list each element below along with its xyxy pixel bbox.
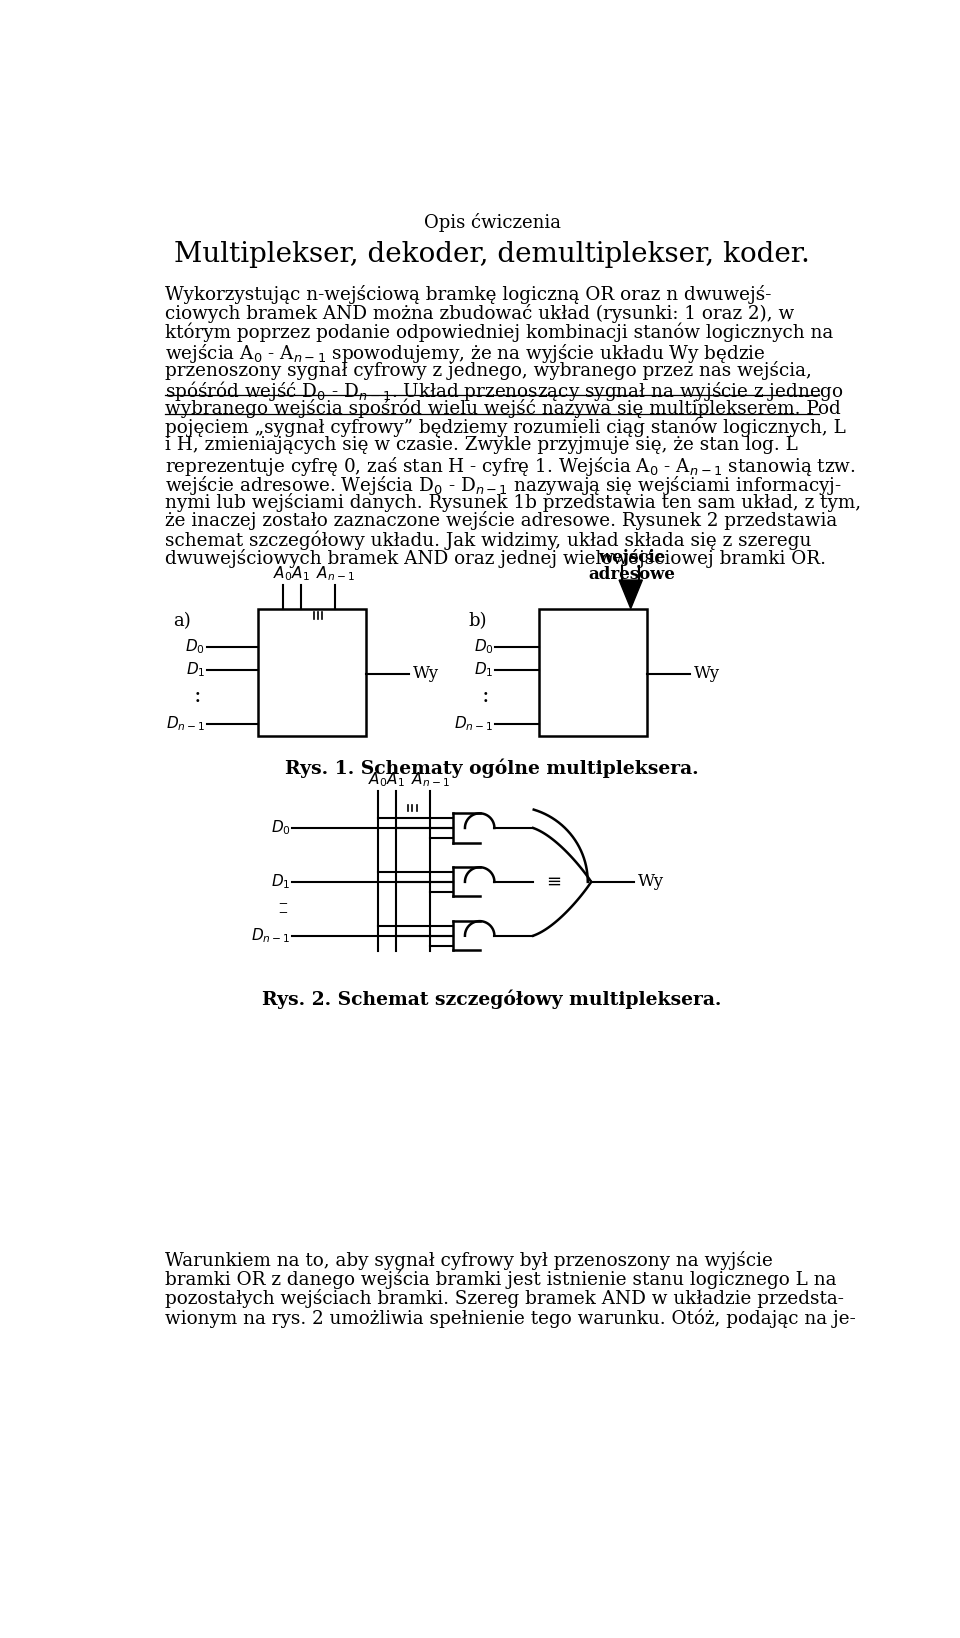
Text: ≡: ≡ [546, 873, 561, 891]
Text: $D_{n-1}$: $D_{n-1}$ [252, 927, 291, 945]
Text: a): a) [173, 613, 190, 631]
Text: $D_1$: $D_1$ [474, 660, 493, 680]
Text: $A_1$: $A_1$ [387, 771, 405, 790]
Text: wionym na rys. 2 umożliwia spełnienie tego warunku. Otóż, podając na je-: wionym na rys. 2 umożliwia spełnienie te… [165, 1309, 855, 1327]
Text: $D_0$: $D_0$ [473, 637, 493, 657]
Text: reprezentuje cyfrę 0, zaś stan H - cyfrę 1. Wejścia A$_0$ - A$_{n-1}$ stanowią t: reprezentuje cyfrę 0, zaś stan H - cyfrę… [165, 455, 855, 478]
Text: wejścia A$_0$ - A$_{n-1}$ spowodujemy, że na wyjście układu Wy będzie: wejścia A$_0$ - A$_{n-1}$ spowodujemy, ż… [165, 342, 766, 365]
Text: $D_0$: $D_0$ [271, 819, 291, 837]
Text: $A_{n-1}$: $A_{n-1}$ [316, 565, 355, 583]
Text: pozostałych wejściach bramki. Szereg bramek AND w układzie przedsta-: pozostałych wejściach bramki. Szereg bra… [165, 1289, 844, 1309]
Polygon shape [619, 580, 642, 608]
Text: Wykorzystując n-wejściową bramkę logiczną OR oraz n dwuwejś-: Wykorzystując n-wejściową bramkę logiczn… [165, 285, 771, 305]
Text: adresowe: adresowe [588, 567, 675, 583]
Text: –: – [278, 894, 287, 912]
Text: $D_0$: $D_0$ [185, 637, 205, 657]
Text: i H, zmieniających się w czasie. Zwykle przyjmuje się, że stan log. L: i H, zmieniających się w czasie. Zwykle … [165, 436, 798, 454]
Text: $D_{n-1}$: $D_{n-1}$ [166, 714, 205, 734]
Text: :: : [482, 685, 490, 706]
Text: że inaczej zostało zaznaczone wejście adresowe. Rysunek 2 przedstawia: że inaczej zostało zaznaczone wejście ad… [165, 511, 837, 531]
Text: Wy: Wy [693, 665, 720, 683]
Text: Rys. 2. Schemat szczegółowy multipleksera.: Rys. 2. Schemat szczegółowy multiplekser… [262, 989, 722, 1009]
Text: $A_0$: $A_0$ [273, 565, 293, 583]
Bar [258, 608, 367, 735]
Text: nymi lub wejściami danych. Rysunek 1b przedstawia ten sam układ, z tym,: nymi lub wejściami danych. Rysunek 1b pr… [165, 493, 861, 511]
Text: pojęciem „sygnał cyfrowy” będziemy rozumieli ciąg stanów logicznych, L: pojęciem „sygnał cyfrowy” będziemy rozum… [165, 418, 846, 437]
Text: Multiplekser, dekoder, demultiplekser, koder.: Multiplekser, dekoder, demultiplekser, k… [174, 241, 810, 269]
Text: :: : [194, 685, 202, 706]
Text: b): b) [468, 613, 488, 631]
Text: Opis ćwiczenia: Opis ćwiczenia [423, 213, 561, 233]
Text: ciowych bramek AND można zbudować układ (rysunki: 1 oraz 2), w: ciowych bramek AND można zbudować układ … [165, 305, 794, 323]
Text: –: – [278, 903, 287, 921]
Bar [539, 608, 647, 735]
Text: schemat szczegółowy układu. Jak widzimy, układ składa się z szeregu: schemat szczegółowy układu. Jak widzimy,… [165, 531, 811, 550]
Text: Wy: Wy [413, 665, 439, 683]
Text: $A_0$: $A_0$ [369, 771, 388, 790]
Text: Rys. 1. Schematy ogólne multipleksera.: Rys. 1. Schematy ogólne multipleksera. [285, 758, 699, 778]
Text: dwuwejściowych bramek AND oraz jednej wielowejściowej bramki OR.: dwuwejściowych bramek AND oraz jednej wi… [165, 549, 826, 568]
Text: $A_1$: $A_1$ [291, 565, 310, 583]
Text: Warunkiem na to, aby sygnał cyfrowy był przenoszony na wyjście: Warunkiem na to, aby sygnał cyfrowy był … [165, 1251, 773, 1271]
Text: którym poprzez podanie odpowiedniej kombinacji stanów logicznych na: którym poprzez podanie odpowiedniej komb… [165, 323, 833, 342]
Text: wejście adresowe. Wejścia D$_0$ - D$_{n-1}$ nazywają się wejściami informacyj-: wejście adresowe. Wejścia D$_0$ - D$_{n-… [165, 473, 842, 496]
Text: Wy: Wy [637, 873, 663, 891]
Text: spóśród wejść D$_0$ - D$_{n-1}$. Układ przenoszący sygnał na wyjście z jednego: spóśród wejść D$_0$ - D$_{n-1}$. Układ p… [165, 380, 844, 403]
Text: przenoszony sygnał cyfrowy z jednego, wybranego przez nas wejścia,: przenoszony sygnał cyfrowy z jednego, wy… [165, 360, 812, 380]
Text: wejście: wejście [598, 549, 665, 567]
Text: $D_{n-1}$: $D_{n-1}$ [454, 714, 493, 734]
Text: $D_1$: $D_1$ [186, 660, 205, 680]
Text: wybranego wejścia spośród wielu wejść nazywa się multiplekserem. Pod: wybranego wejścia spośród wielu wejść na… [165, 398, 841, 418]
Text: $D_1$: $D_1$ [271, 873, 291, 891]
Text: $A_{n-1}$: $A_{n-1}$ [411, 771, 449, 790]
Text: bramki OR z danego wejścia bramki jest istnienie stanu logicznego L na: bramki OR z danego wejścia bramki jest i… [165, 1271, 836, 1289]
